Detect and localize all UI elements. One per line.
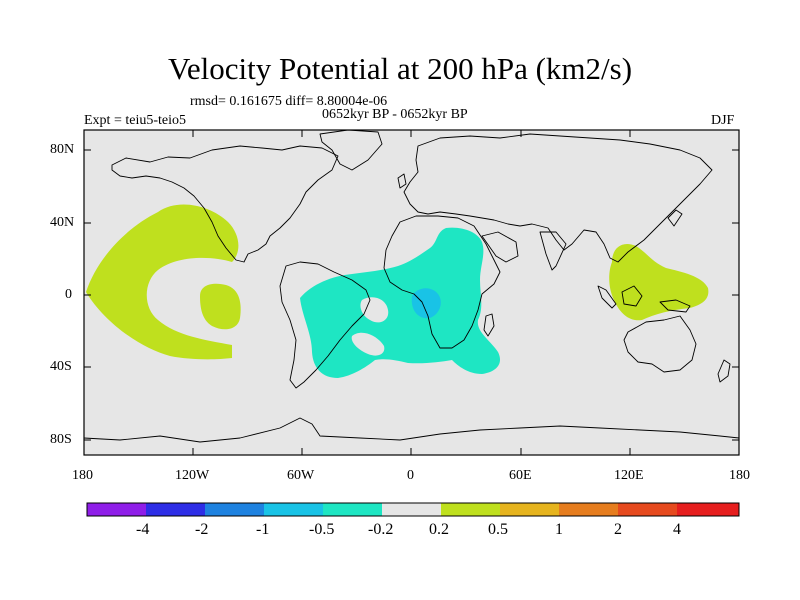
coast-antarctica	[84, 417, 739, 443]
lat-ticks	[84, 149, 739, 441]
lat-label-40s: 40S	[50, 359, 72, 374]
coast-british-isles	[397, 173, 407, 189]
lat-label-80n: 80N	[50, 142, 75, 157]
coast-africa	[383, 215, 501, 349]
lon-label-180e: 180	[729, 468, 750, 483]
contour-negative-atlantic-africa	[300, 227, 501, 378]
colorbar-label-3: -1	[256, 521, 270, 538]
lon-label-120e: 120E	[614, 468, 644, 483]
colorbar-box-1	[87, 503, 146, 516]
contour-positive-maritime-continent	[609, 243, 709, 321]
colorbar-box-4	[264, 503, 323, 516]
lon-label-60e: 60E	[509, 468, 532, 483]
period-line: 0652kyr BP - 0652kyr BP	[322, 107, 468, 122]
coast-eurasia	[403, 133, 713, 263]
contour-positive-east-pacific-blob	[200, 283, 241, 330]
map-title: Velocity Potential at 200 hPa (km2/s)	[167, 51, 633, 86]
coast-new-guinea	[659, 299, 691, 313]
coast-japan	[667, 209, 683, 227]
colorbar-box-10	[618, 503, 677, 516]
colorbar-box-6	[382, 503, 441, 516]
colorbar-box-11	[677, 503, 739, 516]
colorbar-box-3	[205, 503, 264, 516]
colorbar-box-7	[441, 503, 500, 516]
lat-label-80s: 80S	[50, 432, 72, 447]
coast-india	[539, 231, 567, 271]
colorbar-label-10: 4	[673, 521, 681, 538]
colorbar-label-1: -4	[136, 521, 150, 538]
coast-greenland	[319, 130, 383, 171]
coast-madagascar	[483, 313, 495, 337]
contour-positive-central-pacific	[86, 204, 239, 360]
lon-label-60w: 60W	[287, 468, 315, 483]
colorbar-label-8: 1	[555, 521, 563, 538]
lon-label-120w: 120W	[175, 468, 210, 483]
lon-ticks	[192, 130, 631, 455]
coast-north-america	[111, 145, 339, 263]
contour-negative-congo	[411, 288, 441, 319]
coast-arabia	[481, 231, 519, 263]
coast-borneo	[621, 285, 643, 307]
coast-australia	[623, 315, 697, 373]
lat-label-40n: 40N	[50, 215, 75, 230]
colorbar-label-4: -0.5	[309, 521, 335, 538]
colorbar-label-2: -2	[195, 521, 209, 538]
colorbar	[86, 502, 740, 517]
colorbar-label-6: 0.2	[429, 521, 449, 538]
colorbar-box-9	[559, 503, 618, 516]
coast-new-zealand	[717, 359, 731, 383]
coast-sumatra	[597, 285, 617, 309]
coast-south-america	[279, 261, 371, 389]
colorbar-box-5	[323, 503, 382, 516]
lon-label-0: 0	[407, 468, 414, 483]
colorbar-label-7: 0.5	[488, 521, 508, 538]
colorbar-box-8	[500, 503, 559, 516]
colorbar-box-2	[146, 503, 205, 516]
stats-line: rmsd= 0.161675 diff= 8.80004e-06	[190, 94, 388, 109]
colorbar-label-5: -0.2	[368, 521, 394, 538]
experiment-label: Expt = teiu5-teio5	[84, 113, 186, 128]
lat-label-eq: 0	[65, 287, 72, 302]
lon-label-180w: 180	[72, 468, 93, 483]
season-label: DJF	[711, 113, 735, 128]
colorbar-label-9: 2	[614, 521, 622, 538]
